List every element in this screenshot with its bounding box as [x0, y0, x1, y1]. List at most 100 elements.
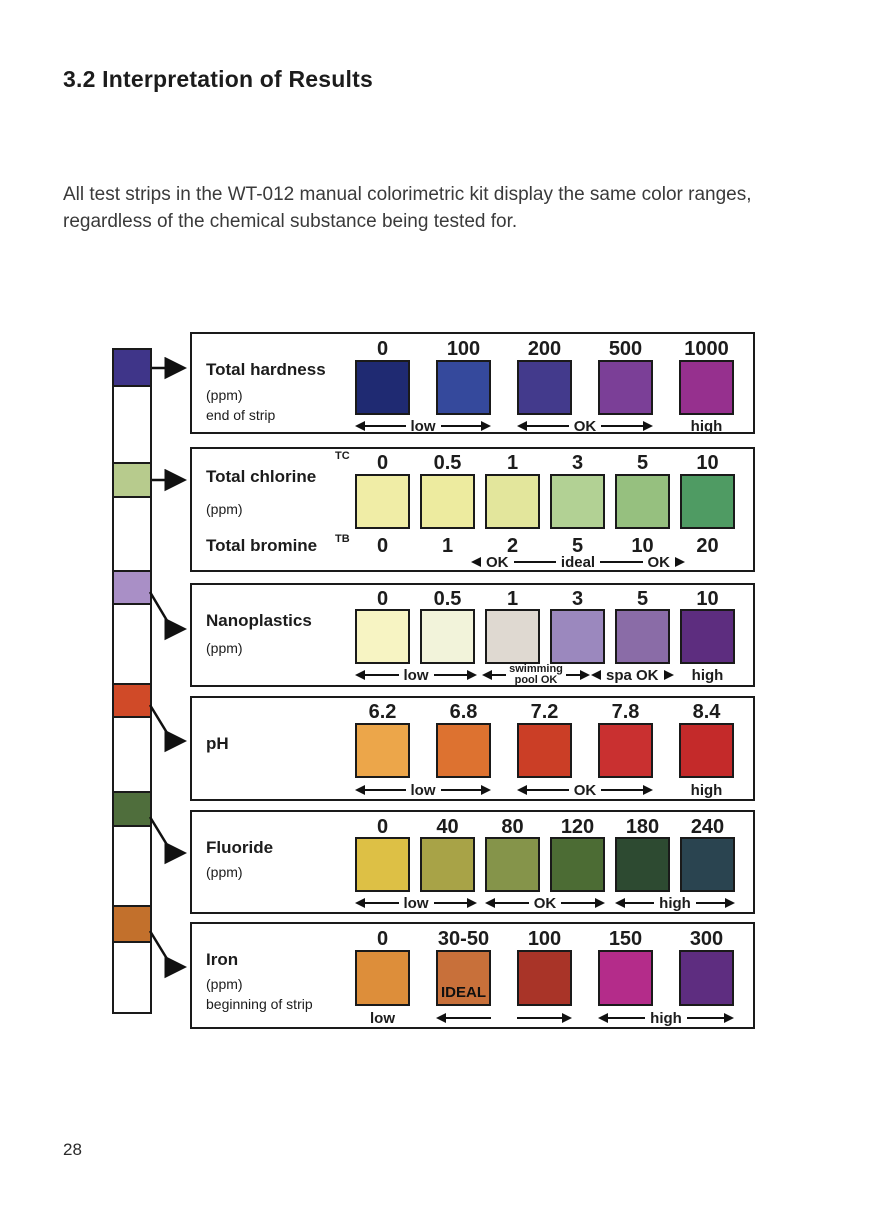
- note-label: beginning of strip: [206, 996, 313, 1012]
- range-annotation-swimming-pool: swimming pool OK: [482, 663, 591, 687]
- value-label: 180: [625, 816, 660, 838]
- color-swatch-ideal: IDEAL: [436, 950, 491, 1006]
- color-swatch: [615, 609, 670, 664]
- arrow-right-icon: [675, 557, 685, 567]
- color-swatch: [485, 609, 540, 664]
- panel-title: Nanoplastics: [206, 611, 312, 630]
- color-swatch: [679, 723, 734, 778]
- value-label: 20: [696, 535, 719, 557]
- connector-arrow-5: [148, 816, 187, 865]
- range-annotation-low: low: [355, 417, 491, 435]
- color-swatch: [517, 723, 572, 778]
- panel-fluoride: Fluoride (ppm) 0 40 80 120 180 240 low O…: [190, 810, 755, 914]
- color-swatch: [355, 837, 410, 892]
- connector-arrow-3: [148, 591, 187, 641]
- iron-pad: [114, 905, 150, 943]
- panel-title: Fluoride: [206, 838, 274, 857]
- arrow-left-icon: [471, 557, 481, 567]
- annotation-label: spa OK: [606, 666, 659, 684]
- ideal-label: IDEAL: [441, 984, 486, 1001]
- arrow-left-icon: [517, 785, 527, 795]
- color-swatch: [598, 950, 653, 1006]
- swatch-zone: 0 40 80 120 180 240 low OK: [355, 812, 737, 912]
- color-swatch: [680, 609, 735, 664]
- color-swatch: [355, 950, 410, 1006]
- range-annotation-ok: OK: [517, 782, 653, 799]
- range-annotation-low: low: [355, 666, 477, 684]
- range-annotation-right-arrow: [517, 1010, 572, 1026]
- color-swatch: [615, 474, 670, 529]
- color-swatch: [517, 360, 572, 415]
- value-label: 40: [436, 816, 459, 838]
- annotation-label: high: [650, 1009, 682, 1027]
- color-swatch: [598, 723, 653, 778]
- range-annotation-high: high: [690, 782, 723, 799]
- color-swatch: [355, 723, 410, 778]
- range-annotation-ok: OK: [517, 417, 653, 435]
- arrow-right-icon: [562, 1013, 572, 1023]
- arrow-right-icon: [467, 670, 477, 680]
- color-swatch: [680, 474, 735, 529]
- panel-title: Iron: [206, 950, 239, 969]
- value-label: 0: [376, 535, 389, 557]
- value-label: 30-50: [437, 928, 490, 950]
- arrow-right-icon: [467, 898, 477, 908]
- arrow-left-icon: [598, 1013, 608, 1023]
- annotation-label: low: [403, 894, 429, 912]
- value-label: 10: [696, 452, 719, 474]
- ph-pad: [114, 683, 150, 718]
- value-label: 5: [636, 588, 649, 610]
- arrow-right-icon: [725, 898, 735, 908]
- color-swatch: [420, 837, 475, 892]
- panel-ph: pH 6.2 6.8 7.2 7.8 8.4 low OK high: [190, 696, 755, 801]
- arrow-right-icon: [481, 421, 491, 431]
- color-swatch: [485, 837, 540, 892]
- color-swatch: [436, 723, 491, 778]
- annotation-label: OK: [573, 417, 597, 435]
- value-label: 300: [689, 928, 724, 950]
- swatch-zone: TC 0 0.5 1 3 5 10 TB 0 1 2 5 10 20 OK i: [335, 449, 737, 571]
- swatch-zone: 0 100 200 500 1000 low OK high: [355, 334, 737, 435]
- value-label: 0: [376, 338, 389, 360]
- value-label: 0: [376, 928, 389, 950]
- value-label: 7.8: [611, 701, 640, 723]
- value-label: 0: [376, 588, 389, 610]
- annotation-label: low: [410, 417, 436, 435]
- connector-arrow-4: [148, 704, 187, 753]
- color-swatch: [550, 837, 605, 892]
- unit-label: (ppm): [206, 976, 243, 992]
- arrow-right-icon: [643, 421, 653, 431]
- value-label: 0: [376, 452, 389, 474]
- arrow-left-icon: [355, 785, 365, 795]
- range-annotation-high: high: [691, 667, 724, 684]
- value-label: 8.4: [692, 701, 721, 723]
- panel-title: Total hardness: [206, 360, 326, 379]
- unit-label: (ppm): [206, 640, 243, 656]
- page-title: 3.2 Interpretation of Results: [63, 66, 373, 92]
- value-label: 1: [506, 452, 519, 474]
- arrow-left-icon: [615, 898, 625, 908]
- fluoride-pad: [114, 791, 150, 827]
- panel-total-hardness: Total hardness (ppm) end of strip 0 100 …: [190, 332, 755, 435]
- color-swatch: [355, 609, 410, 664]
- range-annotation-high: high: [598, 1009, 734, 1027]
- value-label: 5: [636, 452, 649, 474]
- range-annotation-ok: OK: [485, 895, 605, 912]
- unit-label: (ppm): [206, 501, 243, 517]
- swatch-zone: 6.2 6.8 7.2 7.8 8.4 low OK high: [355, 698, 737, 799]
- connector-arrow-6: [148, 930, 187, 979]
- note-label: end of strip: [206, 407, 276, 423]
- color-swatch: [420, 609, 475, 664]
- range-annotation-low: low: [355, 782, 491, 799]
- unit-label: (ppm): [206, 387, 243, 403]
- annotation-label: low: [403, 666, 429, 684]
- color-swatch: [420, 474, 475, 529]
- value-label: 3: [571, 588, 584, 610]
- tc-label: TC: [335, 450, 350, 462]
- strip-connector-arrows: [148, 356, 187, 979]
- annotation-label: OK: [486, 553, 509, 571]
- color-swatch: [485, 474, 540, 529]
- color-swatch: [355, 474, 410, 529]
- test-strip: [112, 348, 152, 1014]
- value-label: 1: [441, 535, 454, 557]
